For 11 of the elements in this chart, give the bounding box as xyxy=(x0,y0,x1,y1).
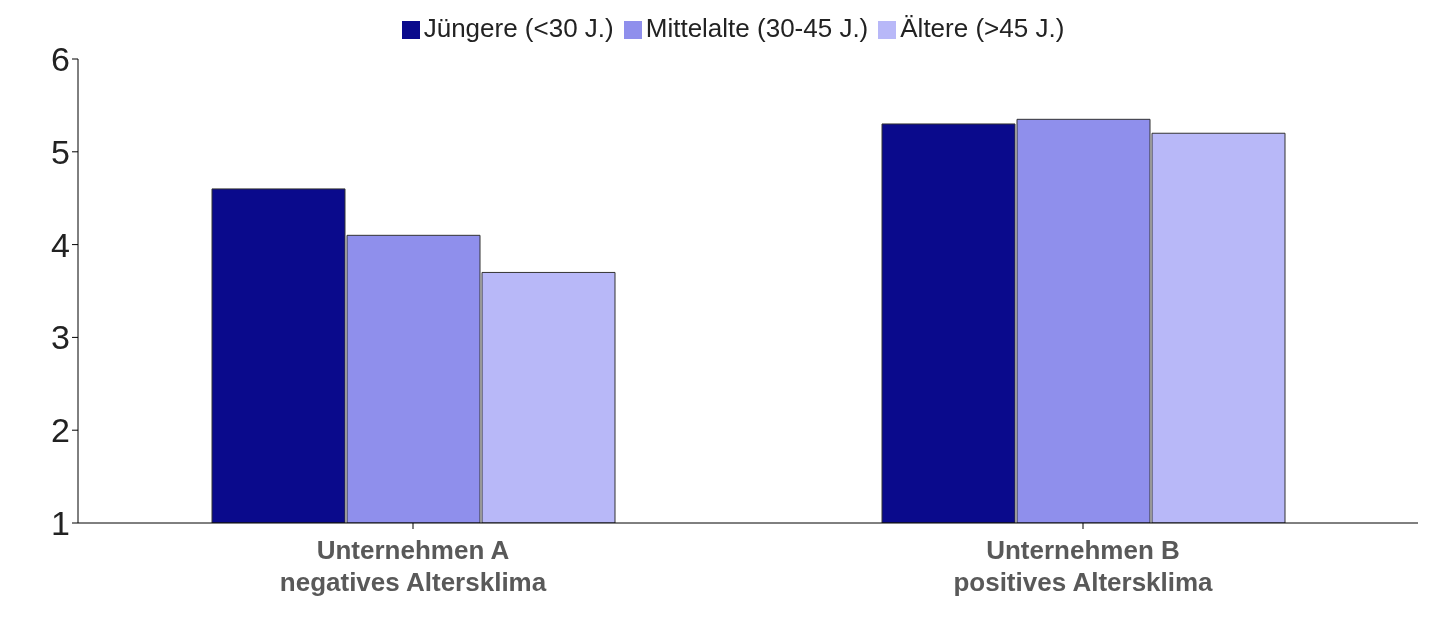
y-tick-label: 5 xyxy=(51,132,70,171)
y-tick-label: 2 xyxy=(51,411,70,450)
legend-label: Mittelalte (30-45 J.) xyxy=(645,13,869,43)
y-tick-label: 4 xyxy=(51,225,70,264)
y-tick-label: 1 xyxy=(51,504,70,543)
x-tick-label: Unternehmen A negatives Altersklima xyxy=(279,535,547,597)
y-tick-label: 3 xyxy=(51,318,70,357)
legend-label: Ältere (>45 J.) xyxy=(900,13,1065,43)
x-tick-label: Unternehmen B positives Altersklima xyxy=(953,535,1214,597)
legend-label: Jüngere (<30 J.) xyxy=(423,13,614,43)
y-tick-label: 6 xyxy=(51,40,70,79)
